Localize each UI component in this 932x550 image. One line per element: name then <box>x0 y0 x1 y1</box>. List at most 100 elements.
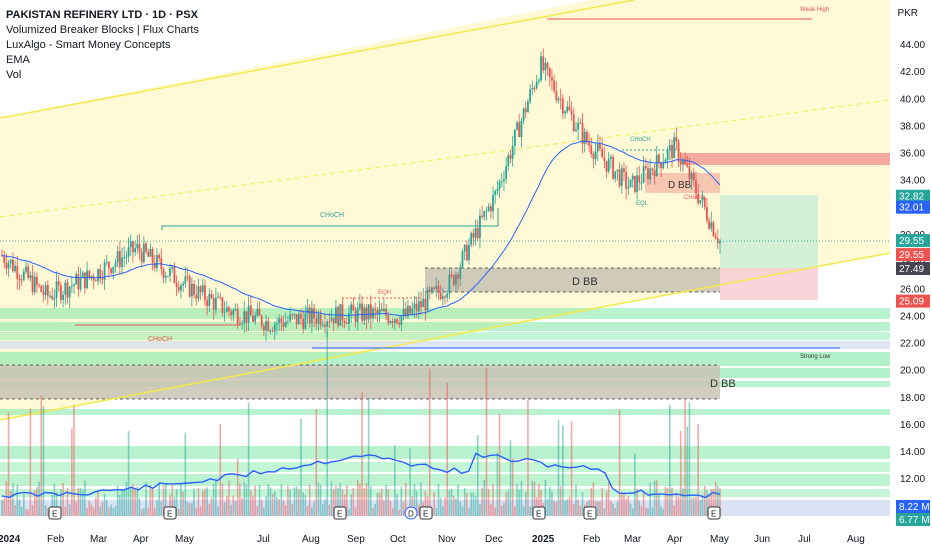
volume-bar <box>149 484 152 516</box>
volume-bar <box>256 506 259 516</box>
volume-bar <box>343 494 346 516</box>
candle <box>132 241 134 253</box>
candle <box>125 256 128 258</box>
indicator-smart-money[interactable]: LuxAlgo - Smart Money Concepts <box>6 39 171 51</box>
volume-bar <box>481 487 483 516</box>
volume-bar <box>84 480 86 516</box>
candle <box>123 256 126 258</box>
volume-bar <box>298 488 300 516</box>
volume-bar <box>703 485 706 516</box>
candle <box>273 324 276 332</box>
candle <box>684 160 686 165</box>
candle <box>219 296 222 298</box>
volume-bar <box>27 509 29 516</box>
volume-bar <box>5 481 8 516</box>
volume-bar <box>337 487 339 516</box>
volume-bar <box>308 484 311 516</box>
volume-bar <box>201 490 204 516</box>
candle <box>376 310 379 314</box>
time-tick-label: Feb <box>583 534 601 545</box>
candle <box>433 287 436 289</box>
candle <box>481 215 484 217</box>
candle <box>297 314 300 325</box>
candle <box>633 175 636 192</box>
volume-bar <box>359 483 361 516</box>
candle <box>284 321 287 327</box>
candle <box>540 56 542 81</box>
price-tag <box>896 189 930 203</box>
candle <box>369 304 372 319</box>
volume-bar <box>631 508 634 516</box>
volume-bar <box>184 432 187 516</box>
candle <box>518 122 521 138</box>
price-tick-label: 34.00 <box>900 176 925 187</box>
candle <box>431 287 433 293</box>
volume-bar <box>498 413 501 516</box>
volume-bar <box>404 482 407 516</box>
candle <box>690 172 693 180</box>
volume-bar <box>295 486 298 516</box>
volume-bar <box>230 504 232 516</box>
candle <box>507 155 510 167</box>
candle <box>38 284 41 286</box>
candle <box>53 297 56 300</box>
time-tick-label: May <box>710 534 729 545</box>
volume-bar <box>239 483 241 516</box>
volume-bar <box>81 489 84 516</box>
candle <box>513 129 516 146</box>
price-tick-label: 14.00 <box>900 447 925 458</box>
candle <box>470 233 473 245</box>
earnings-marker <box>707 506 721 520</box>
ema-line <box>1 140 721 317</box>
candle <box>14 265 16 271</box>
candle <box>585 131 588 143</box>
candle <box>380 309 383 311</box>
volume-bar <box>673 505 675 516</box>
candle <box>511 145 514 159</box>
candle <box>212 298 215 310</box>
volume-bar <box>354 507 357 516</box>
volume-bar <box>121 490 123 516</box>
volume-bar <box>380 488 383 516</box>
earnings-marker <box>333 506 347 520</box>
candle <box>62 294 65 301</box>
volume-bar <box>450 488 453 516</box>
candle <box>66 282 69 298</box>
volume-bar <box>265 496 267 516</box>
volume-bar <box>363 487 366 516</box>
channel-upper-line <box>0 0 635 119</box>
candle <box>147 251 150 257</box>
volume-bar <box>241 497 243 516</box>
volume-bar <box>14 505 16 516</box>
candle <box>409 305 412 314</box>
candle <box>457 274 460 279</box>
candle <box>642 166 645 183</box>
candle <box>647 168 649 180</box>
candle <box>217 296 219 298</box>
candle <box>594 151 597 159</box>
volume-bar <box>243 482 246 516</box>
candle <box>638 175 641 183</box>
candle <box>570 110 573 115</box>
candle <box>313 308 315 319</box>
candle <box>666 149 669 160</box>
indicator-ema[interactable]: EMA <box>6 54 30 66</box>
price-tag-label: 8.22 M <box>899 502 930 513</box>
volume-bar <box>701 494 704 516</box>
volume-bar <box>306 506 309 516</box>
candle <box>583 131 586 144</box>
candle <box>44 285 47 295</box>
candle <box>145 243 147 252</box>
time-tick-label: Mar <box>90 534 108 545</box>
volume-bar <box>695 496 697 516</box>
price-zone <box>0 462 890 472</box>
price-zone <box>0 352 890 366</box>
candle <box>156 255 158 269</box>
symbol-title[interactable]: PAKISTAN REFINERY LTD · 1D · PSX <box>6 9 198 21</box>
candle <box>33 276 36 293</box>
indicator-breaker-blocks[interactable]: Volumized Breaker Blocks | Flux Charts <box>6 24 199 36</box>
currency-label: PKR <box>897 8 918 19</box>
volume-bar <box>568 496 571 516</box>
indicator-volume[interactable]: Vol <box>6 69 22 81</box>
